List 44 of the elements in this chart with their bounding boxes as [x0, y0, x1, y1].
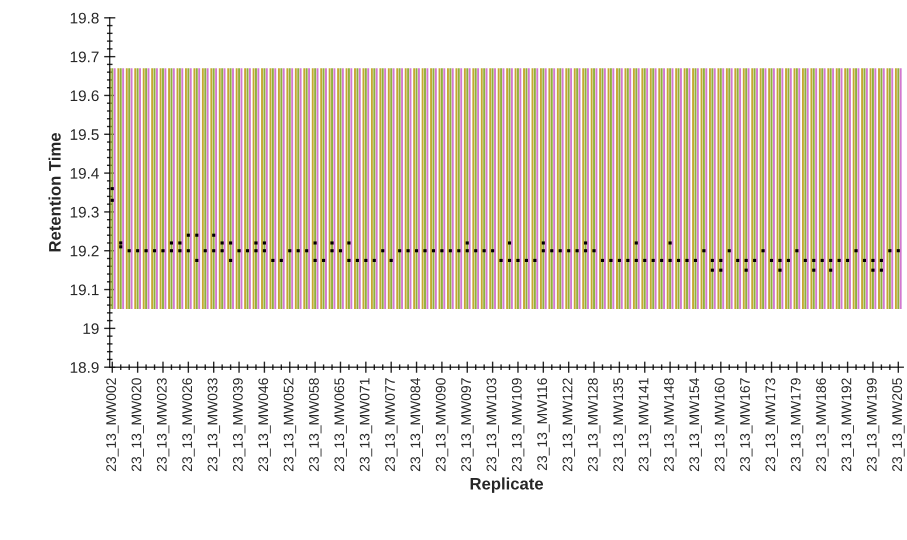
x-tick-label: 23_13_MW122	[562, 378, 576, 472]
y-tick-label: 19.4	[70, 168, 99, 179]
x-tick-label: 23_13_MW148	[664, 378, 676, 472]
x-tick-label: 23_13_MW173	[765, 378, 778, 472]
y-tick-label: 19.6	[70, 90, 99, 102]
y-tick-label: 19	[84, 323, 99, 334]
x-tick-label: 23_13_MW128	[588, 378, 600, 472]
x-tick-label: 23_13_MW154	[689, 378, 702, 472]
x-tick-label: 23_13_MW141	[638, 378, 652, 472]
x-tick-label: 23_13_MW065	[334, 378, 347, 472]
x-tick-label: 23_13_MW084	[410, 378, 423, 472]
x-tick-label: 23_13_MW205	[892, 378, 905, 472]
x-tick-label: 23_13_MW052	[284, 378, 296, 472]
x-tick-label: 23_13_MW109	[512, 378, 524, 472]
x-tick-label: 23_13_MW192	[841, 378, 854, 472]
x-tick-label: 23_13_MW199	[866, 378, 880, 472]
x-tick-label: 23_13_MW186	[816, 378, 829, 472]
x-tick-label: 23_13_MW090	[436, 378, 448, 472]
y-tick-label: 19.5	[70, 129, 99, 140]
y-tick-label: 19.2	[70, 246, 99, 256]
x-tick-label: 23_13_MW002	[106, 378, 119, 472]
x-tick-label: 23_13_MW160	[714, 378, 728, 472]
x-tick-label: 23_13_MW023	[156, 378, 170, 472]
x-tick-label: 23_13_MW116	[537, 378, 550, 470]
x-tick-label: 23_13_MW033	[208, 378, 220, 472]
y-tick-label: 19.7	[70, 52, 99, 62]
x-tick-label: 23_13_MW097	[461, 378, 474, 472]
y-tick-label: 19.3	[70, 206, 99, 218]
y-axis-title: Retention Time	[48, 133, 61, 252]
x-tick-label: 23_13_MW077	[385, 378, 398, 472]
x-tick-label: 23_13_MW058	[309, 378, 322, 472]
y-tick-label: 18.9	[70, 362, 99, 373]
y-tick-label: 19.8	[70, 12, 99, 24]
x-tick-label: 23_13_MW179	[790, 378, 804, 472]
y-tick-label: 19.1	[70, 284, 99, 296]
x-tick-label: 23_13_MW071	[360, 378, 372, 472]
x-tick-label: 23_13_MW026	[182, 378, 195, 472]
x-tick-label: 23_13_MW167	[740, 378, 753, 472]
x-tick-label: 23_13_MW020	[132, 378, 144, 472]
x-tick-label: 23_13_MW135	[613, 378, 626, 472]
x-tick-label: 23_13_MW103	[486, 378, 499, 472]
x-axis-title: Replicate	[470, 477, 544, 493]
x-tick-label: 23_13_MW039	[232, 378, 246, 472]
x-tick-label: 23_13_MW046	[258, 378, 271, 472]
